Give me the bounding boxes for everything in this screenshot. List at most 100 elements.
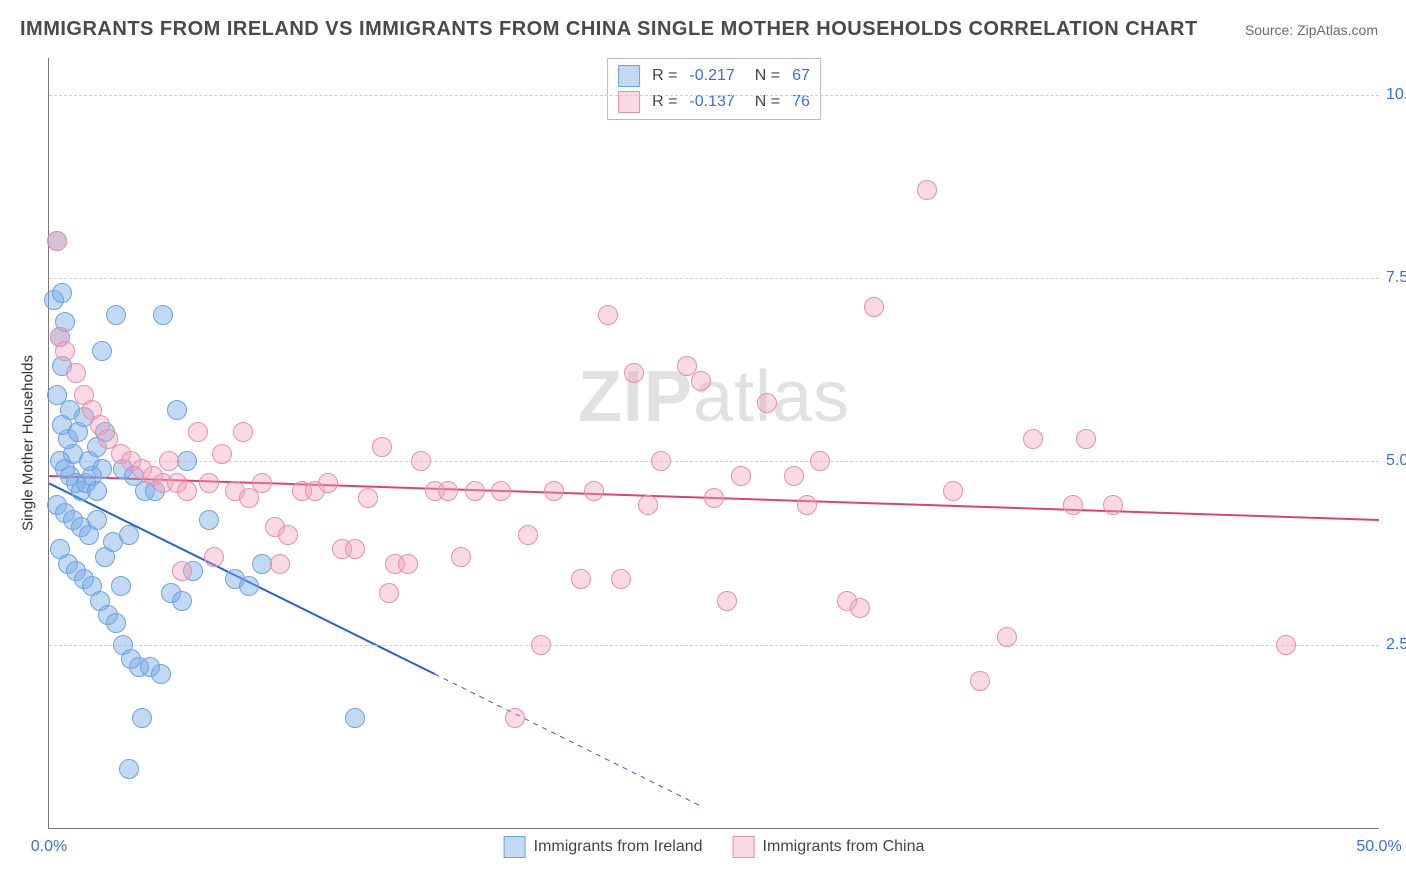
data-point	[465, 481, 485, 501]
data-point	[1276, 635, 1296, 655]
data-point	[177, 451, 197, 471]
data-point	[810, 451, 830, 471]
page-title: IMMIGRANTS FROM IRELAND VS IMMIGRANTS FR…	[20, 18, 1198, 41]
data-point	[850, 598, 870, 618]
data-point	[87, 510, 107, 530]
data-point	[188, 422, 208, 442]
stats-row: R = -0.217 N = 67	[618, 63, 810, 89]
data-point	[252, 473, 272, 493]
data-point	[943, 481, 963, 501]
data-point	[1023, 429, 1043, 449]
stats-box: R = -0.217 N = 67 R = -0.137 N = 76	[607, 58, 821, 120]
data-point	[518, 525, 538, 545]
data-point	[571, 569, 591, 589]
data-point	[318, 473, 338, 493]
stat-n-value: 76	[792, 93, 810, 111]
data-point	[411, 451, 431, 471]
data-point	[624, 363, 644, 383]
legend-item: Immigrants from China	[733, 836, 925, 858]
data-point	[1076, 429, 1096, 449]
stat-n-value: 67	[792, 67, 810, 85]
data-point	[451, 547, 471, 567]
data-point	[106, 613, 126, 633]
stat-r-value: -0.217	[689, 67, 734, 85]
data-point	[544, 481, 564, 501]
swatch	[618, 65, 640, 87]
data-point	[438, 481, 458, 501]
data-point	[270, 554, 290, 574]
y-tick-label: 5.0%	[1386, 452, 1406, 470]
gridline	[49, 278, 1379, 279]
data-point	[797, 495, 817, 515]
data-point	[784, 466, 804, 486]
stat-r-label: R =	[652, 93, 677, 111]
data-point	[598, 305, 618, 325]
data-point	[505, 708, 525, 728]
data-point	[55, 341, 75, 361]
data-point	[153, 305, 173, 325]
scatter-plot: ZIPatlas R =-0.217N =67R =-0.137N =76 Im…	[48, 58, 1379, 829]
y-axis-label: Single Mother Households	[20, 355, 37, 531]
data-point	[177, 481, 197, 501]
stats-row: R = -0.137 N = 76	[618, 89, 810, 115]
y-tick-label: 2.5%	[1386, 636, 1406, 654]
data-point	[119, 525, 139, 545]
data-point	[252, 554, 272, 574]
data-point	[47, 231, 67, 251]
data-point	[92, 341, 112, 361]
data-point	[199, 510, 219, 530]
data-point	[731, 466, 751, 486]
data-point	[132, 708, 152, 728]
x-tick-label: 50.0%	[1356, 838, 1401, 856]
data-point	[1103, 495, 1123, 515]
data-point	[611, 569, 631, 589]
swatch	[504, 836, 526, 858]
data-point	[52, 283, 72, 303]
data-point	[717, 591, 737, 611]
gridline	[49, 645, 1379, 646]
data-point	[997, 627, 1017, 647]
data-point	[584, 481, 604, 501]
stat-r-value: -0.137	[689, 93, 734, 111]
data-point	[917, 180, 937, 200]
swatch	[733, 836, 755, 858]
trend-lines	[49, 58, 1379, 828]
y-tick-label: 7.5%	[1386, 269, 1406, 287]
gridline	[49, 461, 1379, 462]
data-point	[204, 547, 224, 567]
data-point	[151, 664, 171, 684]
data-point	[47, 385, 67, 405]
data-point	[398, 554, 418, 574]
data-point	[491, 481, 511, 501]
data-point	[372, 437, 392, 457]
data-point	[970, 671, 990, 691]
chart-container: Single Mother Households ZIPatlas R =-0.…	[38, 58, 1378, 828]
data-point	[199, 473, 219, 493]
data-point	[379, 583, 399, 603]
data-point	[691, 371, 711, 391]
data-point	[278, 525, 298, 545]
stat-r-label: R =	[652, 67, 677, 85]
data-point	[172, 591, 192, 611]
data-point	[212, 444, 232, 464]
stat-n-label: N =	[755, 93, 780, 111]
data-point	[106, 305, 126, 325]
data-point	[358, 488, 378, 508]
watermark: ZIPatlas	[578, 356, 850, 438]
data-point	[345, 708, 365, 728]
legend-item: Immigrants from Ireland	[504, 836, 703, 858]
x-tick-label: 0.0%	[31, 838, 67, 856]
data-point	[1063, 495, 1083, 515]
data-point	[345, 539, 365, 559]
data-point	[111, 576, 131, 596]
data-point	[239, 576, 259, 596]
stat-n-label: N =	[755, 67, 780, 85]
legend: Immigrants from Ireland Immigrants from C…	[504, 836, 925, 858]
data-point	[864, 297, 884, 317]
data-point	[531, 635, 551, 655]
data-point	[159, 451, 179, 471]
y-tick-label: 10.0%	[1386, 86, 1406, 104]
data-point	[638, 495, 658, 515]
data-point	[651, 451, 671, 471]
gridline	[49, 95, 1379, 96]
